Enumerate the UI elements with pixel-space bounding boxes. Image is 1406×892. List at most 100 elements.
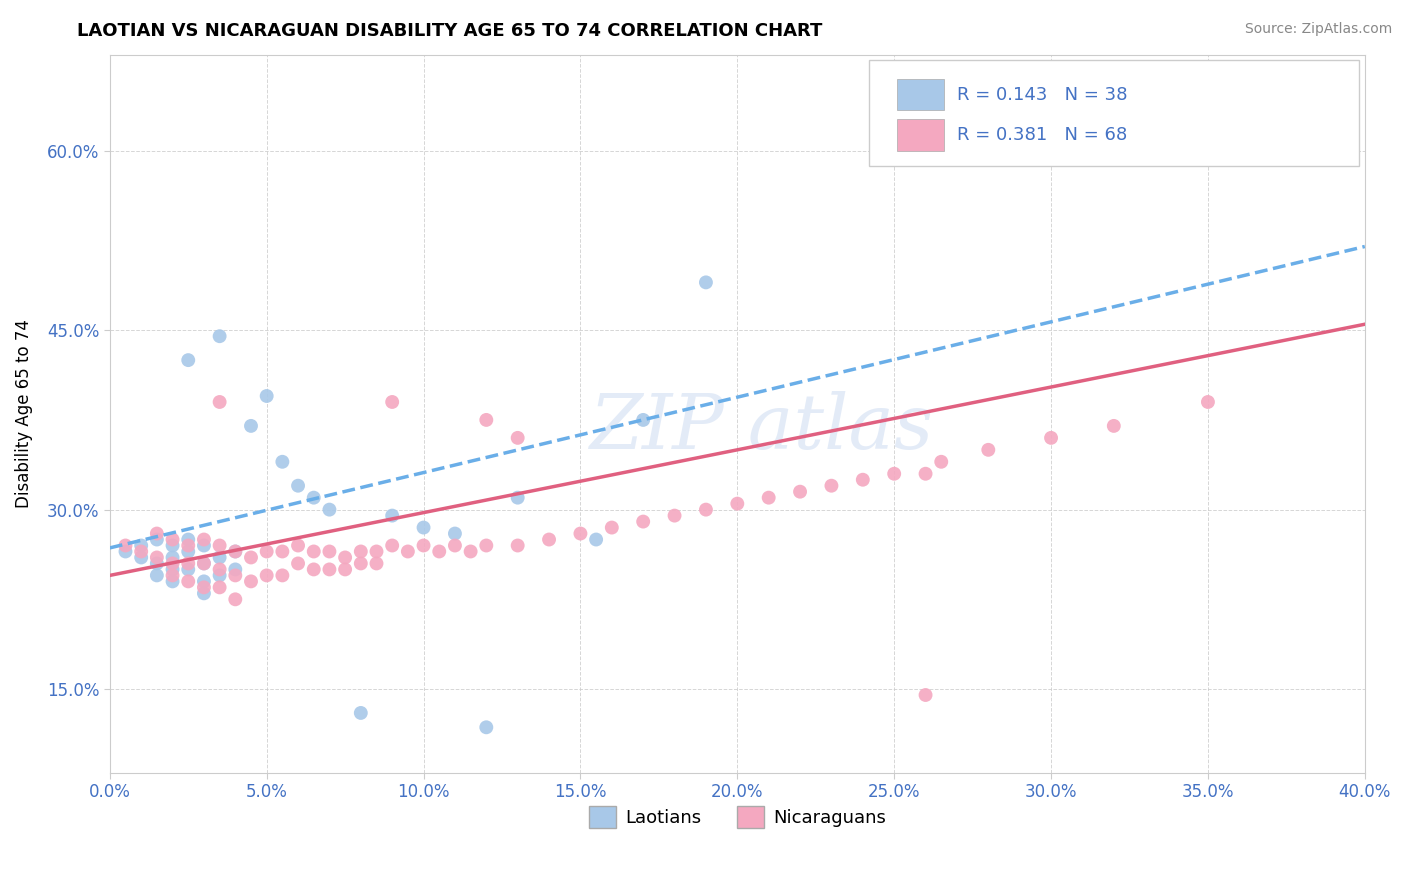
Point bbox=[177, 557, 200, 571]
Point bbox=[146, 533, 169, 547]
Point bbox=[475, 539, 498, 553]
Point bbox=[318, 502, 340, 516]
Point bbox=[287, 557, 309, 571]
Point bbox=[538, 533, 561, 547]
Point bbox=[208, 539, 231, 553]
Point bbox=[883, 467, 905, 481]
Point bbox=[381, 539, 404, 553]
Point bbox=[631, 413, 654, 427]
Point bbox=[193, 557, 215, 571]
Point bbox=[569, 526, 592, 541]
Point bbox=[224, 592, 246, 607]
Point bbox=[695, 276, 717, 290]
Point bbox=[193, 574, 215, 589]
Point bbox=[929, 455, 952, 469]
Legend: Laotians, Nicaraguans: Laotians, Nicaraguans bbox=[582, 799, 893, 836]
Point bbox=[240, 574, 263, 589]
Point bbox=[129, 539, 152, 553]
Point bbox=[129, 544, 152, 558]
Point bbox=[256, 568, 278, 582]
Text: Source: ZipAtlas.com: Source: ZipAtlas.com bbox=[1244, 22, 1392, 37]
Point bbox=[256, 389, 278, 403]
Bar bbox=[897, 78, 945, 111]
Point bbox=[977, 442, 1000, 457]
Point bbox=[366, 544, 388, 558]
Point bbox=[162, 539, 184, 553]
Point bbox=[460, 544, 482, 558]
Point bbox=[302, 544, 325, 558]
Point bbox=[114, 544, 136, 558]
Point bbox=[412, 539, 434, 553]
Point bbox=[333, 550, 356, 565]
Point bbox=[350, 706, 373, 720]
Text: R = 0.381   N = 68: R = 0.381 N = 68 bbox=[957, 126, 1128, 144]
Text: ZIP atlas: ZIP atlas bbox=[591, 392, 935, 466]
Point bbox=[146, 526, 169, 541]
Point bbox=[302, 491, 325, 505]
Point bbox=[271, 455, 294, 469]
Point bbox=[256, 544, 278, 558]
Point bbox=[129, 550, 152, 565]
Point bbox=[852, 473, 875, 487]
Point bbox=[695, 502, 717, 516]
Y-axis label: Disability Age 65 to 74: Disability Age 65 to 74 bbox=[15, 319, 32, 508]
Point bbox=[412, 520, 434, 534]
Point bbox=[506, 539, 529, 553]
Point bbox=[506, 431, 529, 445]
Point bbox=[271, 568, 294, 582]
Point bbox=[208, 395, 231, 409]
Point bbox=[177, 544, 200, 558]
Point bbox=[381, 508, 404, 523]
Point bbox=[193, 586, 215, 600]
Point bbox=[820, 479, 842, 493]
Point bbox=[350, 544, 373, 558]
Point bbox=[914, 467, 936, 481]
Point bbox=[427, 544, 450, 558]
Point bbox=[114, 539, 136, 553]
Point bbox=[725, 497, 748, 511]
Point bbox=[631, 515, 654, 529]
Point bbox=[287, 539, 309, 553]
Point bbox=[318, 544, 340, 558]
Point bbox=[240, 418, 263, 433]
Point bbox=[193, 539, 215, 553]
Point bbox=[177, 539, 200, 553]
Point bbox=[224, 562, 246, 576]
Point bbox=[789, 484, 811, 499]
Point bbox=[208, 550, 231, 565]
Point bbox=[600, 520, 623, 534]
Point bbox=[177, 562, 200, 576]
Point bbox=[224, 544, 246, 558]
Point bbox=[146, 568, 169, 582]
Point bbox=[444, 539, 467, 553]
Point bbox=[1102, 418, 1125, 433]
Point bbox=[381, 395, 404, 409]
Point bbox=[585, 533, 607, 547]
Point bbox=[366, 557, 388, 571]
Point bbox=[146, 550, 169, 565]
Point bbox=[506, 491, 529, 505]
Point bbox=[396, 544, 419, 558]
Point bbox=[162, 574, 184, 589]
Text: R = 0.143   N = 38: R = 0.143 N = 38 bbox=[957, 86, 1128, 103]
FancyBboxPatch shape bbox=[869, 60, 1358, 167]
Point bbox=[224, 568, 246, 582]
Point bbox=[271, 544, 294, 558]
Point bbox=[162, 562, 184, 576]
Point bbox=[475, 720, 498, 734]
Point bbox=[177, 574, 200, 589]
Point bbox=[302, 562, 325, 576]
Point bbox=[177, 533, 200, 547]
Point bbox=[333, 562, 356, 576]
Point bbox=[193, 580, 215, 594]
Point bbox=[444, 526, 467, 541]
Point bbox=[162, 568, 184, 582]
Point bbox=[475, 413, 498, 427]
Point bbox=[914, 688, 936, 702]
Point bbox=[318, 562, 340, 576]
Point bbox=[193, 533, 215, 547]
Point bbox=[162, 533, 184, 547]
Point bbox=[162, 550, 184, 565]
Point bbox=[758, 491, 780, 505]
Point bbox=[193, 557, 215, 571]
